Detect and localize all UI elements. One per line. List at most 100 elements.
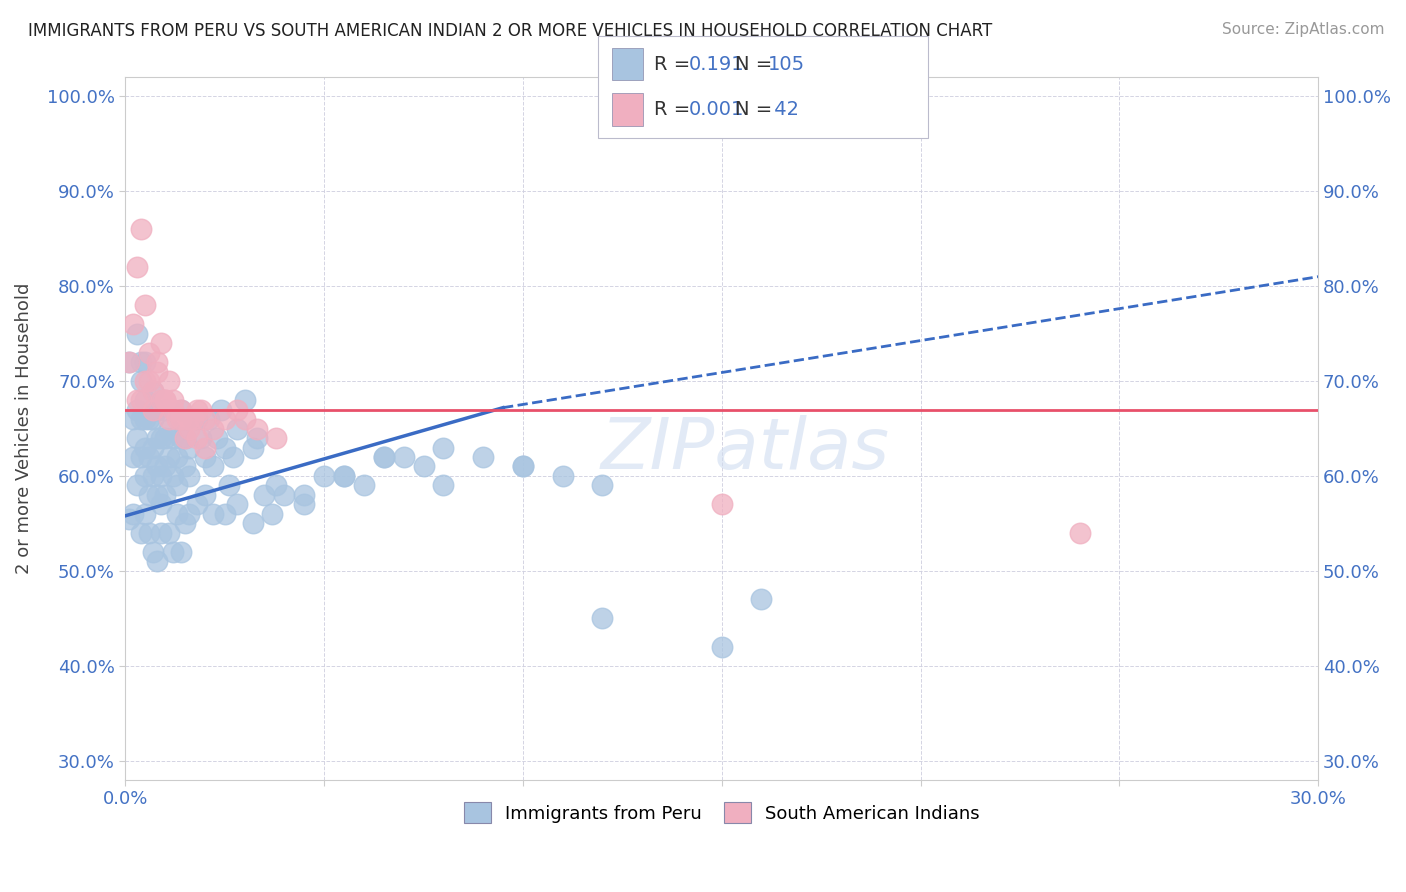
Point [242, 441, 264, 455]
Text: R =: R = [654, 55, 696, 74]
Point [373, 450, 395, 464]
Text: ZIPatlas: ZIPatlas [602, 415, 890, 484]
Point [1069, 525, 1091, 540]
Point [122, 412, 145, 426]
Point [142, 402, 165, 417]
Point [591, 611, 613, 625]
Point [162, 469, 184, 483]
Point [153, 392, 176, 407]
Point [129, 222, 152, 236]
Point [134, 507, 156, 521]
Point [432, 441, 454, 455]
Point [432, 478, 454, 492]
Point [127, 326, 149, 341]
Point [142, 441, 165, 455]
Point [186, 431, 208, 445]
Text: 0.001: 0.001 [689, 100, 744, 119]
Point [181, 412, 204, 426]
Point [194, 488, 217, 502]
Point [181, 412, 204, 426]
Point [292, 498, 315, 512]
Text: 105: 105 [768, 55, 804, 74]
Point [170, 402, 193, 417]
Point [245, 431, 267, 445]
Point [266, 431, 288, 445]
Point [122, 450, 145, 464]
Text: IMMIGRANTS FROM PERU VS SOUTH AMERICAN INDIAN 2 OR MORE VEHICLES IN HOUSEHOLD CO: IMMIGRANTS FROM PERU VS SOUTH AMERICAN I… [28, 22, 993, 40]
Point [153, 431, 176, 445]
Point [127, 431, 149, 445]
Point [153, 488, 176, 502]
Point [127, 402, 149, 417]
Point [233, 412, 256, 426]
Point [170, 412, 193, 426]
Point [512, 459, 534, 474]
Y-axis label: 2 or more Vehicles in Household: 2 or more Vehicles in Household [15, 283, 32, 574]
Point [373, 450, 395, 464]
Point [245, 421, 267, 435]
Point [177, 412, 200, 426]
Point [134, 298, 156, 312]
Point [150, 431, 173, 445]
Point [591, 478, 613, 492]
Point [194, 412, 217, 426]
Point [162, 545, 184, 559]
Point [134, 355, 156, 369]
Point [162, 431, 184, 445]
Point [134, 469, 156, 483]
Point [472, 450, 495, 464]
Point [134, 441, 156, 455]
Point [201, 459, 224, 474]
Point [138, 374, 160, 388]
Point [190, 431, 212, 445]
Point [150, 469, 173, 483]
Point [177, 507, 200, 521]
Point [129, 392, 152, 407]
Text: 0.191: 0.191 [689, 55, 745, 74]
Point [214, 507, 236, 521]
Point [127, 392, 149, 407]
Text: 42: 42 [768, 100, 799, 119]
Point [138, 412, 160, 426]
Point [194, 450, 217, 464]
Point [174, 516, 197, 531]
Point [162, 402, 184, 417]
Point [157, 421, 180, 435]
Text: N =: N = [735, 100, 779, 119]
Point [129, 355, 152, 369]
Point [186, 498, 208, 512]
Point [392, 450, 415, 464]
Point [166, 507, 188, 521]
Point [122, 317, 145, 331]
Point [225, 498, 247, 512]
Point [512, 459, 534, 474]
Point [138, 345, 160, 359]
Point [146, 365, 169, 379]
Point [122, 507, 145, 521]
Point [177, 469, 200, 483]
Point [177, 421, 200, 435]
Point [170, 402, 193, 417]
Point [142, 545, 165, 559]
Point [127, 478, 149, 492]
Point [157, 374, 180, 388]
Point [198, 412, 221, 426]
Point [146, 431, 169, 445]
Point [166, 478, 188, 492]
Point [174, 459, 197, 474]
Point [146, 355, 169, 369]
Point [412, 459, 434, 474]
Point [134, 374, 156, 388]
Point [127, 260, 149, 275]
Point [201, 507, 224, 521]
Point [157, 525, 180, 540]
Point [134, 392, 156, 407]
Point [190, 402, 212, 417]
Point [129, 374, 152, 388]
Point [233, 392, 256, 407]
Point [221, 450, 243, 464]
Text: N =: N = [735, 55, 779, 74]
Point [225, 421, 247, 435]
Point [333, 469, 356, 483]
Point [170, 431, 193, 445]
